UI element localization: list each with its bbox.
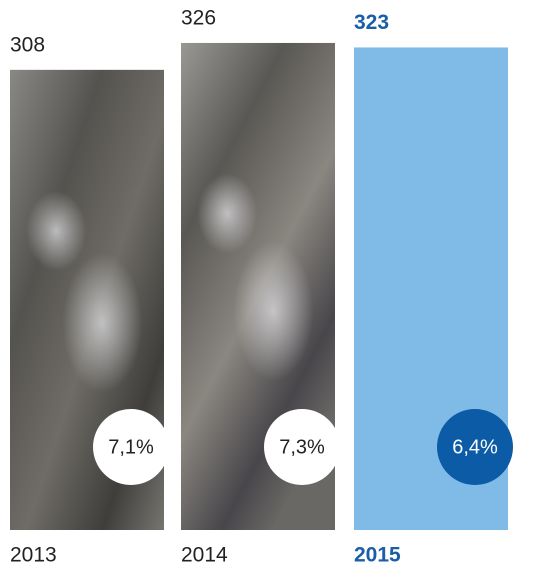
value-label: 326 bbox=[181, 7, 216, 30]
bar-texture bbox=[26, 190, 87, 271]
bar-texture bbox=[233, 240, 314, 381]
percent-badge bbox=[264, 409, 340, 485]
percent-label: 7,3% bbox=[279, 436, 325, 458]
percent-label: 7,1% bbox=[108, 436, 154, 458]
bar-texture bbox=[197, 173, 258, 254]
value-label: 308 bbox=[10, 33, 45, 56]
percent-badge bbox=[437, 409, 513, 485]
percent-badge bbox=[93, 409, 169, 485]
value-label: 323 bbox=[354, 11, 389, 34]
x-tick-label: 2013 bbox=[10, 544, 57, 567]
percent-label: 6,4% bbox=[452, 436, 498, 458]
bar-texture bbox=[62, 252, 143, 393]
x-tick-label: 2014 bbox=[181, 544, 228, 567]
x-tick-label: 2015 bbox=[354, 544, 401, 567]
